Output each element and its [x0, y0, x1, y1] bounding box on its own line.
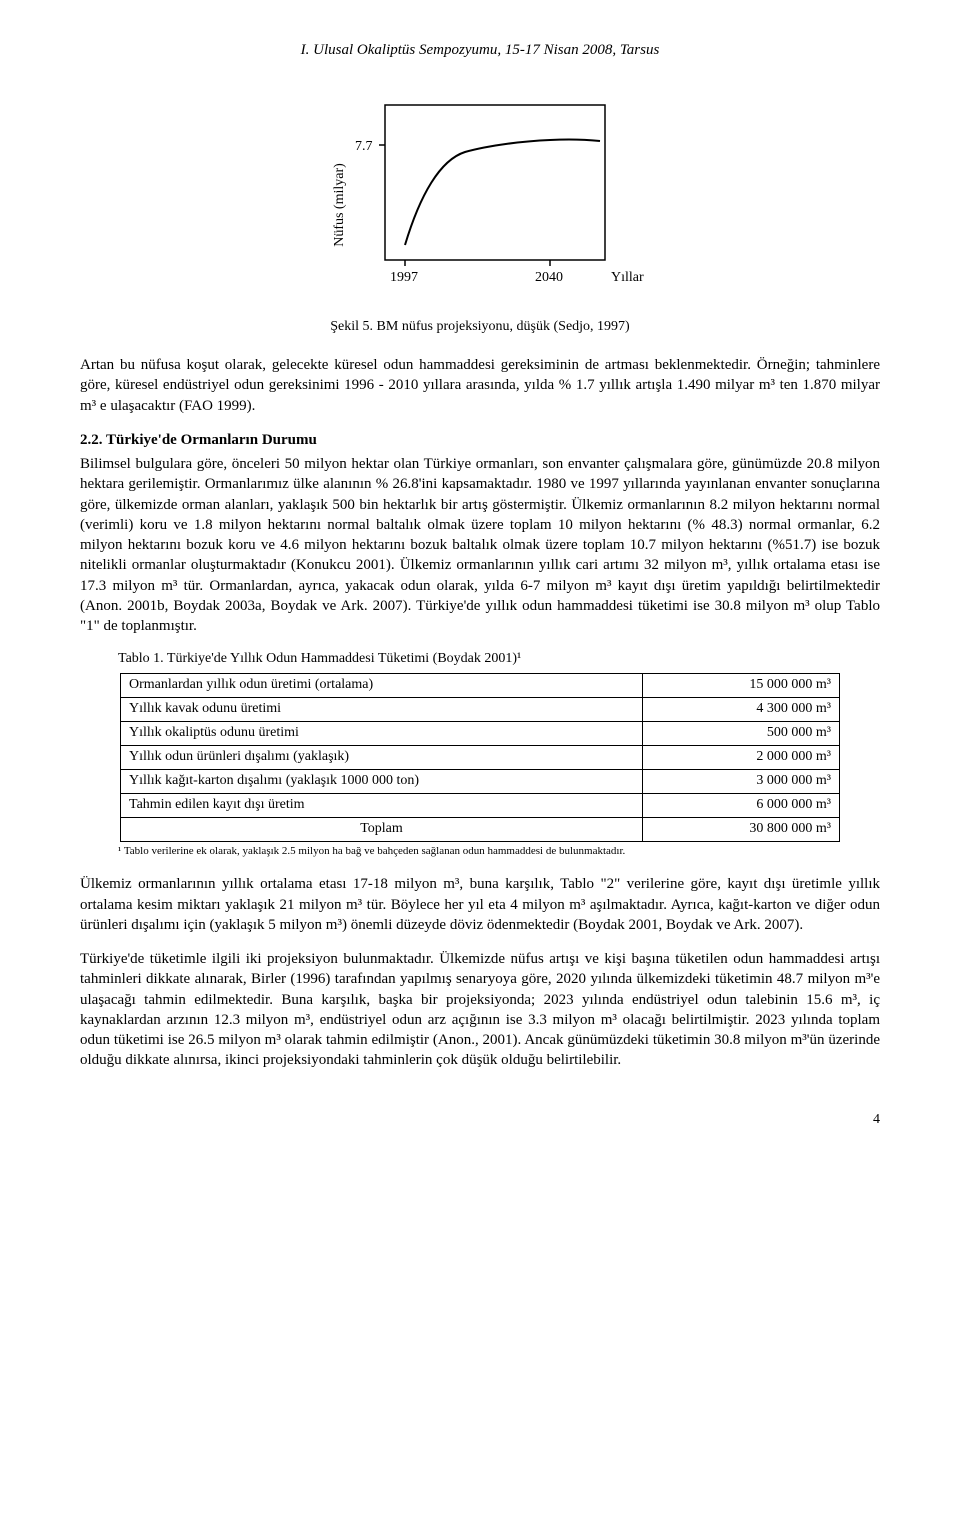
- table-row: Yıllık okaliptüs odunu üretimi 500 000 m…: [121, 722, 840, 746]
- population-chart: 7.7 Nüfus (milyar) 1997 2040 Yıllar: [80, 85, 880, 310]
- table-row: Tahmin edilen kayıt dışı üretim 6 000 00…: [121, 793, 840, 817]
- table-cell-value: 500 000 m³: [643, 722, 840, 746]
- table-cell-value: 6 000 000 m³: [643, 793, 840, 817]
- paragraph-1: Artan bu nüfusa koşut olarak, gelecekte …: [80, 355, 880, 416]
- paragraph-2: Bilimsel bulgulara göre, önceleri 50 mil…: [80, 454, 880, 636]
- x-axis-label: Yıllar: [611, 270, 644, 285]
- table-footnote: ¹ Tablo verilerine ek olarak, yaklaşık 2…: [118, 844, 838, 859]
- figure-caption: Şekil 5. BM nüfus projeksiyonu, düşük (S…: [80, 318, 880, 337]
- table-cell-value: 2 000 000 m³: [643, 745, 840, 769]
- table-cell-label: Yıllık okaliptüs odunu üretimi: [121, 722, 643, 746]
- table-cell-label: Yıllık odun ürünleri dışalımı (yaklaşık): [121, 745, 643, 769]
- table-cell-label: Yıllık kavak odunu üretimi: [121, 698, 643, 722]
- table-cell-label: Yıllık kağıt-karton dışalımı (yaklaşık 1…: [121, 769, 643, 793]
- table-total-label: Toplam: [121, 817, 643, 841]
- table-total-value: 30 800 000 m³: [643, 817, 840, 841]
- table-row: Ormanlardan yıllık odun üretimi (ortalam…: [121, 674, 840, 698]
- table-cell-value: 4 300 000 m³: [643, 698, 840, 722]
- table-cell-label: Ormanlardan yıllık odun üretimi (ortalam…: [121, 674, 643, 698]
- table-cell-value: 15 000 000 m³: [643, 674, 840, 698]
- section-2-2-heading: 2.2. Türkiye'de Ormanların Durumu: [80, 430, 880, 450]
- table-row: Yıllık odun ürünleri dışalımı (yaklaşık)…: [121, 745, 840, 769]
- y-axis-label: Nüfus (milyar): [332, 163, 347, 247]
- population-chart-svg: 7.7 Nüfus (milyar) 1997 2040 Yıllar: [315, 85, 645, 310]
- paragraph-4: Türkiye'de tüketimle ilgili iki projeksi…: [80, 949, 880, 1071]
- ytick-label: 7.7: [355, 139, 373, 154]
- table-cell-value: 3 000 000 m³: [643, 769, 840, 793]
- table-row: Yıllık kağıt-karton dışalımı (yaklaşık 1…: [121, 769, 840, 793]
- paragraph-3: Ülkemiz ormanlarının yıllık ortalama eta…: [80, 874, 880, 935]
- table-row-total: Toplam 30 800 000 m³: [121, 817, 840, 841]
- page-header: I. Ulusal Okaliptüs Sempozyumu, 15-17 Ni…: [80, 40, 880, 60]
- xtick-1997: 1997: [390, 270, 418, 285]
- table-cell-label: Tahmin edilen kayıt dışı üretim: [121, 793, 643, 817]
- consumption-table: Ormanlardan yıllık odun üretimi (ortalam…: [120, 673, 840, 841]
- page-number: 4: [80, 1111, 880, 1130]
- xtick-2040: 2040: [535, 270, 563, 285]
- table-row: Yıllık kavak odunu üretimi 4 300 000 m³: [121, 698, 840, 722]
- table-caption: Tablo 1. Türkiye'de Yıllık Odun Hammadde…: [118, 650, 880, 669]
